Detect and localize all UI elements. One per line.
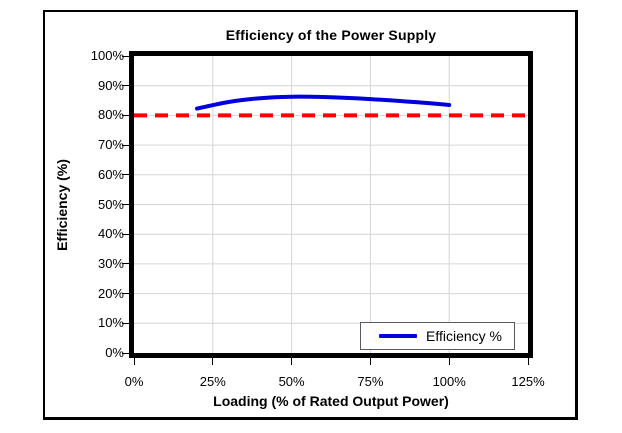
legend-line-sample: [379, 334, 417, 338]
y-tick-mark: [122, 204, 129, 205]
x-tick-label: 125%: [511, 374, 545, 389]
x-tick-label: 50%: [278, 374, 305, 389]
plot-area: Efficiency %: [129, 51, 533, 358]
x-tick-mark: [133, 358, 135, 365]
y-tick-mark: [122, 263, 129, 265]
x-tick-label: 100%: [432, 374, 466, 389]
y-tick-label: 50%: [97, 196, 124, 212]
y-tick-mark: [122, 322, 129, 324]
x-tick-label: 25%: [199, 374, 226, 389]
y-tick-label: 40%: [97, 226, 124, 242]
chart-title: Efficiency of the Power Supply: [225, 27, 437, 43]
efficiency-curve: [195, 94, 452, 111]
y-tick-label: 90%: [97, 77, 124, 93]
x-tick-label: 0%: [124, 374, 144, 389]
y-tick-label: 70%: [97, 137, 124, 153]
y-tick-label: 30%: [97, 255, 124, 271]
y-tick-mark: [122, 293, 129, 295]
plot-inner: Efficiency %: [134, 56, 528, 353]
legend-label: Efficiency %: [426, 328, 502, 344]
x-tick-mark: [448, 358, 450, 365]
x-tick-mark: [212, 358, 214, 365]
x-tick-mark: [369, 358, 371, 365]
chart-canvas: [134, 56, 528, 353]
y-tick-mark: [122, 114, 129, 116]
y-tick-mark: [122, 352, 129, 354]
x-axis-title: Loading (% of Rated Output Power): [213, 393, 449, 409]
y-tick-label: 60%: [97, 166, 124, 182]
y-tick-mark: [122, 85, 129, 87]
y-tick-label: 10%: [97, 315, 124, 331]
y-tick-mark: [122, 233, 129, 235]
legend-box: Efficiency %: [360, 322, 515, 350]
x-tick-mark: [291, 358, 293, 365]
x-tick-label: 75%: [357, 374, 384, 389]
y-tick-label: 80%: [97, 107, 124, 123]
x-tick-mark: [527, 358, 529, 365]
y-tick-label: 20%: [97, 285, 124, 301]
y-tick-label: 0%: [105, 345, 124, 360]
y-tick-mark: [122, 55, 129, 57]
y-tick-mark: [122, 144, 129, 146]
y-tick-mark: [122, 174, 129, 176]
y-tick-label: 100%: [90, 48, 124, 63]
